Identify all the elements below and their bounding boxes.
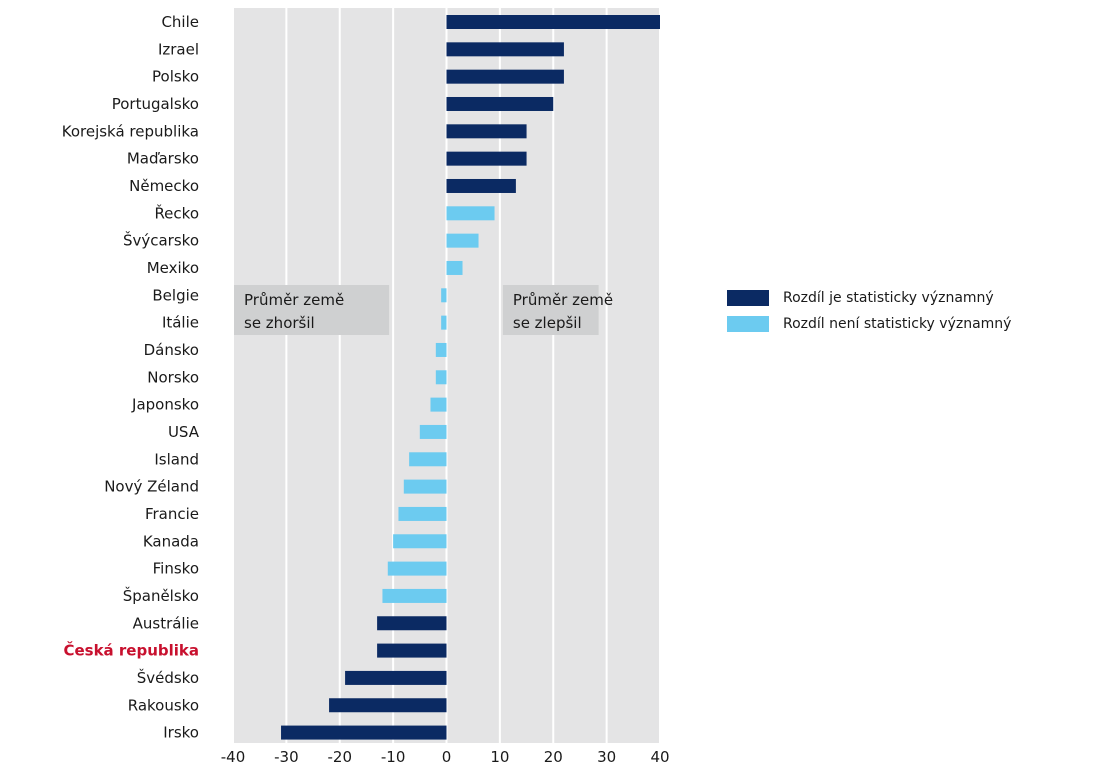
category-label: Švédsko [137, 668, 199, 687]
x-tick-label: -40 [221, 748, 246, 766]
category-label: Maďarsko [127, 150, 199, 168]
x-tick-label: 30 [597, 748, 616, 766]
category-label: Nový Zéland [104, 478, 199, 496]
bar [377, 616, 447, 631]
legend-label-not-significant: Rozdíl není statisticky významný [783, 316, 1012, 332]
bar [382, 588, 447, 603]
legend-swatch-not-significant [727, 316, 769, 332]
bar [281, 725, 447, 740]
bar [387, 561, 447, 576]
category-label: Japonsko [131, 396, 199, 414]
annotation-positive-line-1: Průměr země [513, 291, 613, 309]
category-label: Itálie [162, 314, 199, 332]
bar [403, 479, 447, 494]
x-tick-label: 20 [544, 748, 563, 766]
category-label: Polsko [152, 68, 199, 86]
category-label: Finsko [153, 560, 199, 578]
bar [446, 124, 527, 139]
x-tick-label: -10 [381, 748, 406, 766]
bar [419, 424, 447, 439]
bar [446, 96, 554, 111]
bar [446, 42, 564, 57]
annotations: Průměr země se zhoršil Průměr země se zl… [234, 285, 613, 335]
bar [345, 670, 447, 685]
legend-swatch-significant [727, 290, 769, 306]
category-label: Kanada [143, 532, 199, 550]
category-label: Chile [161, 13, 199, 31]
bar [446, 233, 479, 248]
x-tick-label: 40 [650, 748, 669, 766]
annotation-positive-line-2: se zlepšil [513, 314, 582, 332]
category-label: Belgie [152, 286, 199, 304]
bar [435, 370, 447, 385]
bar [430, 397, 447, 412]
category-label: Mexiko [147, 259, 199, 277]
category-label: Španělsko [123, 586, 199, 605]
bar [393, 534, 447, 549]
bar [446, 69, 564, 84]
bar [446, 151, 527, 166]
category-label: Francie [145, 505, 199, 523]
annotation-negative-line-2: se zhoršil [244, 314, 315, 332]
category-label: Česká republika [63, 641, 199, 660]
annotation-positive-box [502, 285, 599, 335]
bar [446, 260, 463, 275]
bar [446, 15, 660, 29]
bar [377, 643, 447, 658]
annotation-negative-line-1: Průměr země [244, 291, 344, 309]
annotation-negative-box [234, 285, 390, 335]
bar [398, 506, 447, 521]
category-label: Island [154, 450, 199, 468]
category-label: Německo [129, 177, 199, 195]
bar-chart: Průměr země se zhoršil Průměr země se zl… [62, 8, 670, 766]
x-tick-label: 10 [490, 748, 509, 766]
bar [441, 288, 447, 303]
category-labels: Chile Izrael Polsko Portugalsko Korejská rep… [62, 13, 200, 742]
bars [281, 15, 660, 740]
category-label: Řecko [154, 203, 199, 222]
category-label: USA [168, 423, 200, 441]
bar [329, 698, 447, 713]
legend: Rozdíl je statisticky významný Rozdíl ne… [727, 285, 1011, 337]
category-label: Irsko [163, 724, 199, 742]
category-label: Austrálie [133, 614, 199, 632]
legend-item-not-significant: Rozdíl není statisticky významný [727, 311, 1011, 337]
category-label: Dánsko [144, 341, 199, 359]
x-tick-label: 0 [442, 748, 452, 766]
bar [409, 452, 447, 467]
legend-item-significant: Rozdíl je statisticky významný [727, 285, 1011, 311]
category-label: Norsko [147, 368, 199, 386]
bar [435, 342, 447, 357]
gridlines [232, 8, 661, 743]
category-label: Rakousko [128, 696, 199, 714]
x-axis-tick-labels: -40 -30 -20 -10 0 10 20 30 40 [221, 748, 670, 766]
x-tick-label: -30 [274, 748, 299, 766]
legend-label-significant: Rozdíl je statisticky významný [783, 290, 994, 306]
category-label: Portugalsko [112, 95, 199, 113]
category-label: Izrael [158, 40, 199, 58]
bar [441, 315, 447, 330]
bar [446, 178, 516, 193]
bar [446, 206, 495, 221]
category-label: Korejská republika [62, 122, 199, 140]
category-label: Švýcarsko [123, 231, 199, 250]
x-tick-label: -20 [328, 748, 353, 766]
